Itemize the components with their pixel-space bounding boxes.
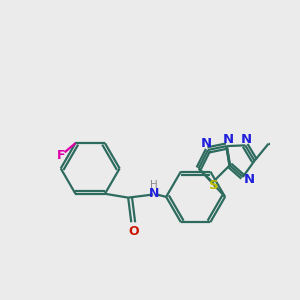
- Text: N: N: [223, 134, 234, 146]
- Text: F: F: [56, 149, 65, 162]
- Text: N: N: [148, 187, 159, 200]
- Text: S: S: [208, 179, 218, 192]
- Text: N: N: [244, 173, 255, 187]
- Text: N: N: [240, 133, 251, 146]
- Text: N: N: [201, 137, 212, 150]
- Text: O: O: [128, 225, 139, 238]
- Text: H: H: [150, 179, 158, 190]
